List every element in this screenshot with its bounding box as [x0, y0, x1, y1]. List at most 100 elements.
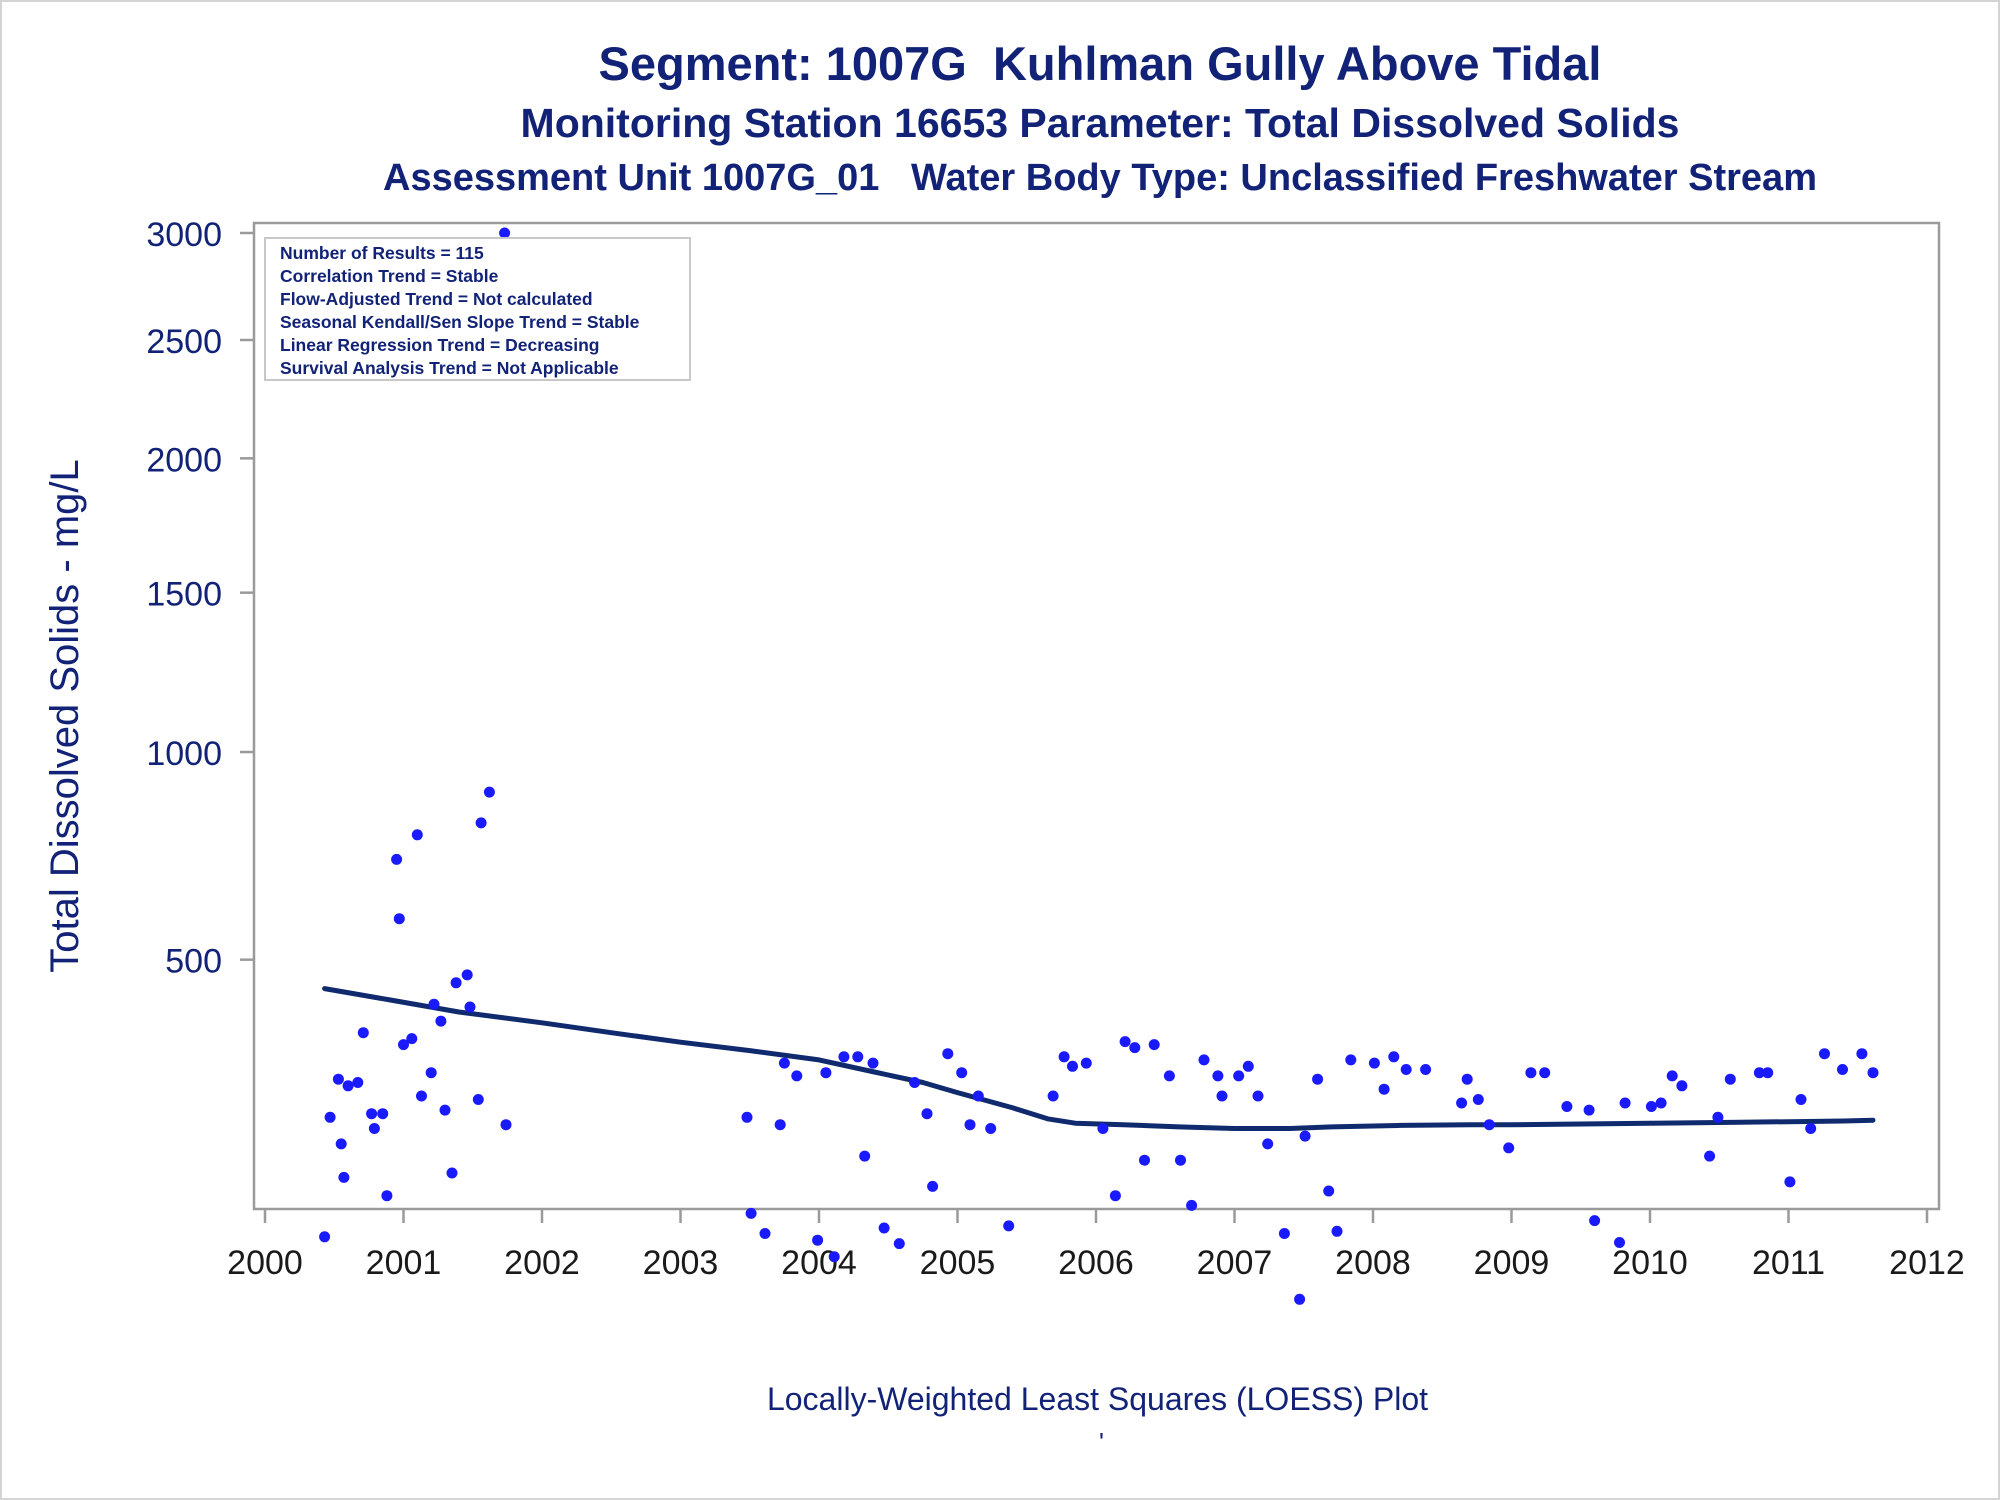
data-point	[828, 1251, 840, 1263]
x-tick-label: 2009	[1474, 1244, 1550, 1282]
data-point	[1186, 1199, 1198, 1211]
data-point	[342, 1080, 354, 1092]
stats-line: Linear Regression Trend = Decreasing	[280, 335, 600, 355]
data-point	[406, 1033, 418, 1045]
data-point	[1097, 1123, 1109, 1134]
y-tick-label: 500	[165, 943, 222, 981]
data-point	[1252, 1090, 1264, 1102]
x-tick-label: 2008	[1335, 1244, 1411, 1282]
data-point	[1003, 1220, 1015, 1232]
stats-line: Survival Analysis Trend = Not Applicable	[280, 358, 619, 378]
data-point	[1368, 1057, 1380, 1069]
data-point	[1503, 1142, 1515, 1154]
data-point	[446, 1167, 458, 1179]
data-point	[867, 1057, 879, 1069]
data-point	[964, 1119, 976, 1131]
data-point	[1139, 1154, 1150, 1166]
x-tick-label: 2011	[1752, 1244, 1825, 1282]
stats-box-frame	[264, 237, 691, 381]
data-point	[1262, 1138, 1274, 1150]
y-tick-label: 1500	[146, 576, 222, 614]
y-tick-label: 1000	[146, 735, 222, 773]
data-point	[1867, 1067, 1879, 1079]
data-point	[852, 1051, 864, 1063]
data-point	[778, 1057, 790, 1069]
data-point	[1233, 1070, 1245, 1082]
data-point	[741, 1111, 753, 1123]
data-point	[499, 227, 511, 239]
data-point	[439, 1104, 451, 1116]
data-point	[927, 1180, 939, 1192]
data-point	[909, 1077, 921, 1088]
chart-subtitle-1: Monitoring Station 16653 Parameter: Tota…	[520, 100, 1680, 146]
y-tick-label: 2500	[146, 323, 222, 361]
data-point	[1299, 1130, 1311, 1142]
data-point	[1242, 1060, 1254, 1072]
data-point	[391, 853, 403, 865]
data-point	[745, 1207, 757, 1219]
data-point	[472, 1094, 484, 1105]
data-point	[1837, 1064, 1848, 1075]
data-point	[393, 913, 405, 925]
data-point	[1119, 1036, 1131, 1048]
data-point	[1583, 1104, 1595, 1116]
data-point	[1212, 1070, 1224, 1082]
data-point	[1312, 1073, 1324, 1085]
data-point	[1294, 1293, 1306, 1305]
data-point	[1129, 1042, 1141, 1054]
data-point	[1539, 1067, 1551, 1079]
data-point	[324, 1111, 336, 1123]
data-point	[1175, 1154, 1186, 1166]
data-point	[1483, 1119, 1495, 1131]
stats-line: Number of Results = 115	[280, 243, 484, 263]
data-point	[1525, 1067, 1537, 1079]
data-point	[1666, 1070, 1678, 1082]
x-tick-label: 2012	[1889, 1244, 1965, 1282]
data-point	[1198, 1054, 1210, 1066]
data-point	[921, 1108, 933, 1120]
data-point	[1331, 1225, 1343, 1237]
chart-title: Segment: 1007G Kuhlman Gully Above Tidal	[598, 37, 1602, 90]
data-point	[1047, 1090, 1059, 1102]
data-point	[1148, 1039, 1160, 1051]
data-point	[368, 1123, 380, 1134]
data-point	[411, 829, 423, 841]
data-point	[425, 1067, 437, 1079]
x-tick-label: 2007	[1197, 1244, 1273, 1282]
data-point	[1762, 1067, 1774, 1079]
data-point	[319, 1231, 331, 1243]
data-point	[338, 1171, 350, 1183]
data-point	[1461, 1073, 1473, 1085]
data-point	[357, 1027, 369, 1039]
loess-trend-line	[322, 986, 1876, 1131]
x-tick-label: 2004	[781, 1244, 857, 1282]
data-point	[1704, 1150, 1716, 1162]
data-point	[812, 1234, 824, 1246]
data-point	[1655, 1097, 1667, 1109]
x-tick-label: 2010	[1612, 1244, 1688, 1282]
data-point	[1561, 1101, 1573, 1112]
data-point	[1058, 1051, 1070, 1063]
data-point	[1420, 1064, 1432, 1075]
data-point	[774, 1119, 786, 1131]
data-point	[1378, 1083, 1390, 1095]
data-point	[1216, 1090, 1228, 1102]
data-point	[335, 1138, 347, 1150]
data-point	[1323, 1185, 1335, 1197]
x-tick-label: 2005	[920, 1244, 996, 1282]
data-point	[1784, 1176, 1796, 1188]
stats-line: Flow-Adjusted Trend = Not calculated	[280, 289, 593, 309]
x-tick-label: 2000	[227, 1244, 303, 1282]
data-point	[1080, 1057, 1092, 1069]
data-point	[972, 1090, 984, 1102]
data-point	[1724, 1073, 1736, 1085]
data-point	[381, 1190, 393, 1202]
data-point	[859, 1150, 871, 1162]
data-point	[1388, 1051, 1400, 1063]
x-tick-label: 2003	[643, 1244, 719, 1282]
data-point	[1614, 1237, 1625, 1248]
data-point	[1067, 1060, 1078, 1072]
y-axis: 500 1000 1500 2000 2500 3000	[146, 216, 254, 981]
data-point	[759, 1228, 771, 1239]
data-point	[1456, 1097, 1468, 1109]
